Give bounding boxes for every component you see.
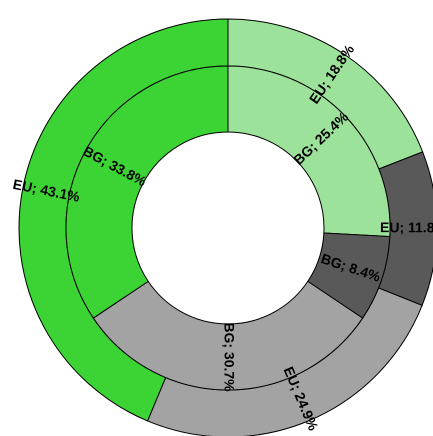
inner-slice-label-2: BG; 30.7% [221,322,237,392]
outer-slice-label-1: EU; 11.8% [380,219,433,235]
inner-slice-0 [227,65,391,238]
inner-ring [65,65,391,391]
inner-slice-3 [65,65,229,319]
inner-slice-2 [92,280,364,391]
outer-ring [18,18,433,436]
